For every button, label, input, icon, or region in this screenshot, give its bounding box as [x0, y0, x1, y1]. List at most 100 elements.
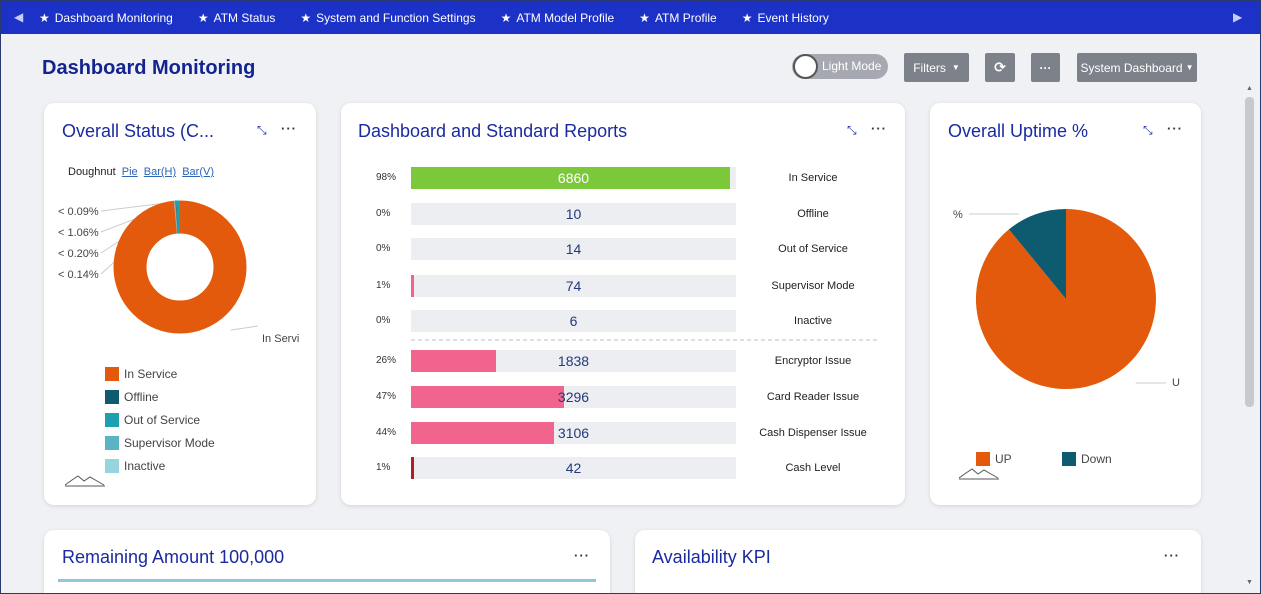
nav-scroll-right-icon[interactable]: ▶: [1233, 10, 1243, 24]
report-row-label: Offline: [797, 208, 829, 220]
legend-label: Supervisor Mode: [124, 436, 215, 450]
chart-style-icon[interactable]: [958, 464, 1000, 480]
star-icon: ★: [741, 10, 753, 25]
nav-item-atm-profile[interactable]: ★ ATM Profile: [639, 11, 717, 25]
collapse-icon[interactable]: ⤡: [847, 123, 857, 137]
report-row-value: 42: [565, 460, 582, 476]
toggle-label: Light Mode: [822, 59, 882, 73]
legend-swatch: [976, 452, 990, 466]
slice-label: %: [953, 209, 963, 221]
card-menu-icon[interactable]: ···: [281, 121, 297, 136]
nav-item-label: ATM Model Profile: [516, 10, 615, 25]
availability-kpi-title: Availability KPI: [652, 547, 771, 567]
slice-out-of-service[interactable]: [175, 200, 180, 234]
legend-offline[interactable]: Offline: [105, 390, 158, 404]
report-row-bar-track: 6860: [411, 167, 736, 189]
slice-down[interactable]: [1008, 209, 1066, 299]
more-icon: ···: [1039, 60, 1052, 75]
slice-inactive[interactable]: [173, 200, 178, 234]
legend-label: Down: [1081, 452, 1112, 466]
chart-style-icon[interactable]: [64, 471, 106, 487]
report-row-bar-fill: [411, 275, 414, 297]
legend-in-service[interactable]: In Service: [105, 367, 177, 381]
chart-type-pie-link[interactable]: Pie: [121, 166, 138, 178]
more-options-button[interactable]: ···: [1031, 53, 1060, 82]
nav-item-label: ATM Status: [213, 10, 276, 25]
refresh-button[interactable]: ⟳: [985, 53, 1015, 82]
legend-down[interactable]: Down: [1062, 452, 1112, 466]
report-row[interactable]: 0% 14 Out of Service: [358, 238, 878, 260]
report-row-percent: 1%: [376, 462, 391, 473]
nav-item-atm-status[interactable]: ★ ATM Status: [198, 11, 276, 25]
legend-inactive[interactable]: Inactive: [105, 459, 165, 473]
uptime-pie-chart: [969, 209, 1166, 389]
report-row-value: 74: [565, 278, 582, 294]
card-menu-icon[interactable]: ···: [574, 548, 590, 563]
caret-down-icon: ▼: [951, 63, 960, 72]
report-row[interactable]: 26% 1838 Encryptor Issue: [358, 350, 878, 372]
report-row[interactable]: 0% 6 Inactive: [358, 310, 878, 332]
chart-type-switch: Doughnut Pie Bar(H) Bar(V): [68, 166, 214, 178]
report-row-bar-fill: [411, 386, 564, 408]
slice-up[interactable]: [975, 209, 1156, 389]
report-row-value: 14: [565, 241, 582, 257]
legend-supervisor-mode[interactable]: Supervisor Mode: [105, 436, 215, 450]
report-row-percent: 47%: [376, 391, 397, 402]
report-row-label: Card Reader Issue: [766, 391, 860, 403]
card-menu-icon[interactable]: ···: [1164, 548, 1180, 563]
legend-up[interactable]: UP: [976, 452, 1012, 466]
page-title: Dashboard Monitoring: [42, 57, 256, 79]
card-menu-icon[interactable]: ···: [1167, 121, 1183, 136]
report-row[interactable]: 98% 6860 In Service: [358, 167, 878, 189]
slice-label: < 0.09%: [58, 206, 99, 218]
report-row-value: 6860: [557, 170, 590, 186]
chart-type-barv-link[interactable]: Bar(V): [182, 166, 214, 178]
scroll-down-icon[interactable]: ▼: [1246, 579, 1253, 586]
nav-items: ★ Dashboard Monitoring ★ ATM Status ★ Sy…: [39, 1, 854, 34]
status-doughnut-chart: [100, 200, 259, 334]
report-row-bar-track: 10: [411, 203, 736, 225]
nav-item-atm-model-profile[interactable]: ★ ATM Model Profile: [501, 11, 615, 25]
report-row-label: Encryptor Issue: [774, 355, 852, 367]
table-header-rule: [58, 579, 596, 582]
collapse-icon[interactable]: ⤡: [257, 123, 267, 137]
report-row[interactable]: 1% 42 Cash Level: [358, 457, 878, 479]
caret-down-icon: ▼: [1185, 63, 1194, 72]
filters-label: Filters: [913, 60, 946, 75]
remaining-amount-title: Remaining Amount 100,000: [62, 547, 285, 567]
report-row-bar-fill: [411, 422, 554, 444]
report-row[interactable]: 44% 3106 Cash Dispenser Issue: [358, 422, 878, 444]
report-row[interactable]: 1% 74 Supervisor Mode: [358, 275, 878, 297]
nav-item-label: Event History: [757, 10, 829, 25]
nav-item-system-settings[interactable]: ★ System and Function Settings: [300, 11, 475, 25]
collapse-icon[interactable]: ⤡: [1143, 123, 1153, 137]
report-row-label: Inactive: [794, 315, 832, 327]
system-dashboard-select[interactable]: System Dashboard ▼: [1077, 53, 1197, 82]
slice-offline[interactable]: [175, 200, 178, 234]
card-menu-icon[interactable]: ···: [871, 121, 887, 136]
overall-status-title: Overall Status (C...: [62, 121, 215, 141]
report-row[interactable]: 0% 10 Offline: [358, 203, 878, 225]
legend-out-of-service[interactable]: Out of Service: [105, 413, 200, 427]
report-row[interactable]: 47% 3296 Card Reader Issue: [358, 386, 878, 408]
slice-label: < 0.14%: [58, 269, 99, 281]
slice-label: In Servi: [262, 333, 300, 345]
light-mode-toggle[interactable]: Light Mode: [792, 54, 888, 79]
slice-supervisor[interactable]: [174, 200, 178, 234]
report-row-bar-fill: [411, 167, 730, 189]
vertical-scrollbar[interactable]: [1245, 97, 1254, 407]
slice-label: < 0.20%: [58, 248, 99, 260]
legend-swatch: [1062, 452, 1076, 466]
star-icon: ★: [639, 10, 650, 25]
nav-item-dashboard-monitoring[interactable]: ★ Dashboard Monitoring: [39, 11, 173, 25]
reports-title: Dashboard and Standard Reports: [358, 121, 628, 141]
nav-item-event-history[interactable]: ★ Event History: [742, 11, 829, 25]
nav-scroll-left-icon[interactable]: ◀: [14, 10, 24, 24]
legend-swatch: [105, 390, 119, 404]
chart-type-current: Doughnut: [68, 166, 116, 178]
report-row-value: 3106: [557, 425, 590, 441]
filters-button[interactable]: Filters ▼: [904, 53, 969, 82]
scroll-up-icon[interactable]: ▲: [1246, 85, 1253, 92]
leader-lines: [969, 213, 1166, 384]
chart-type-barh-link[interactable]: Bar(H): [143, 166, 177, 178]
